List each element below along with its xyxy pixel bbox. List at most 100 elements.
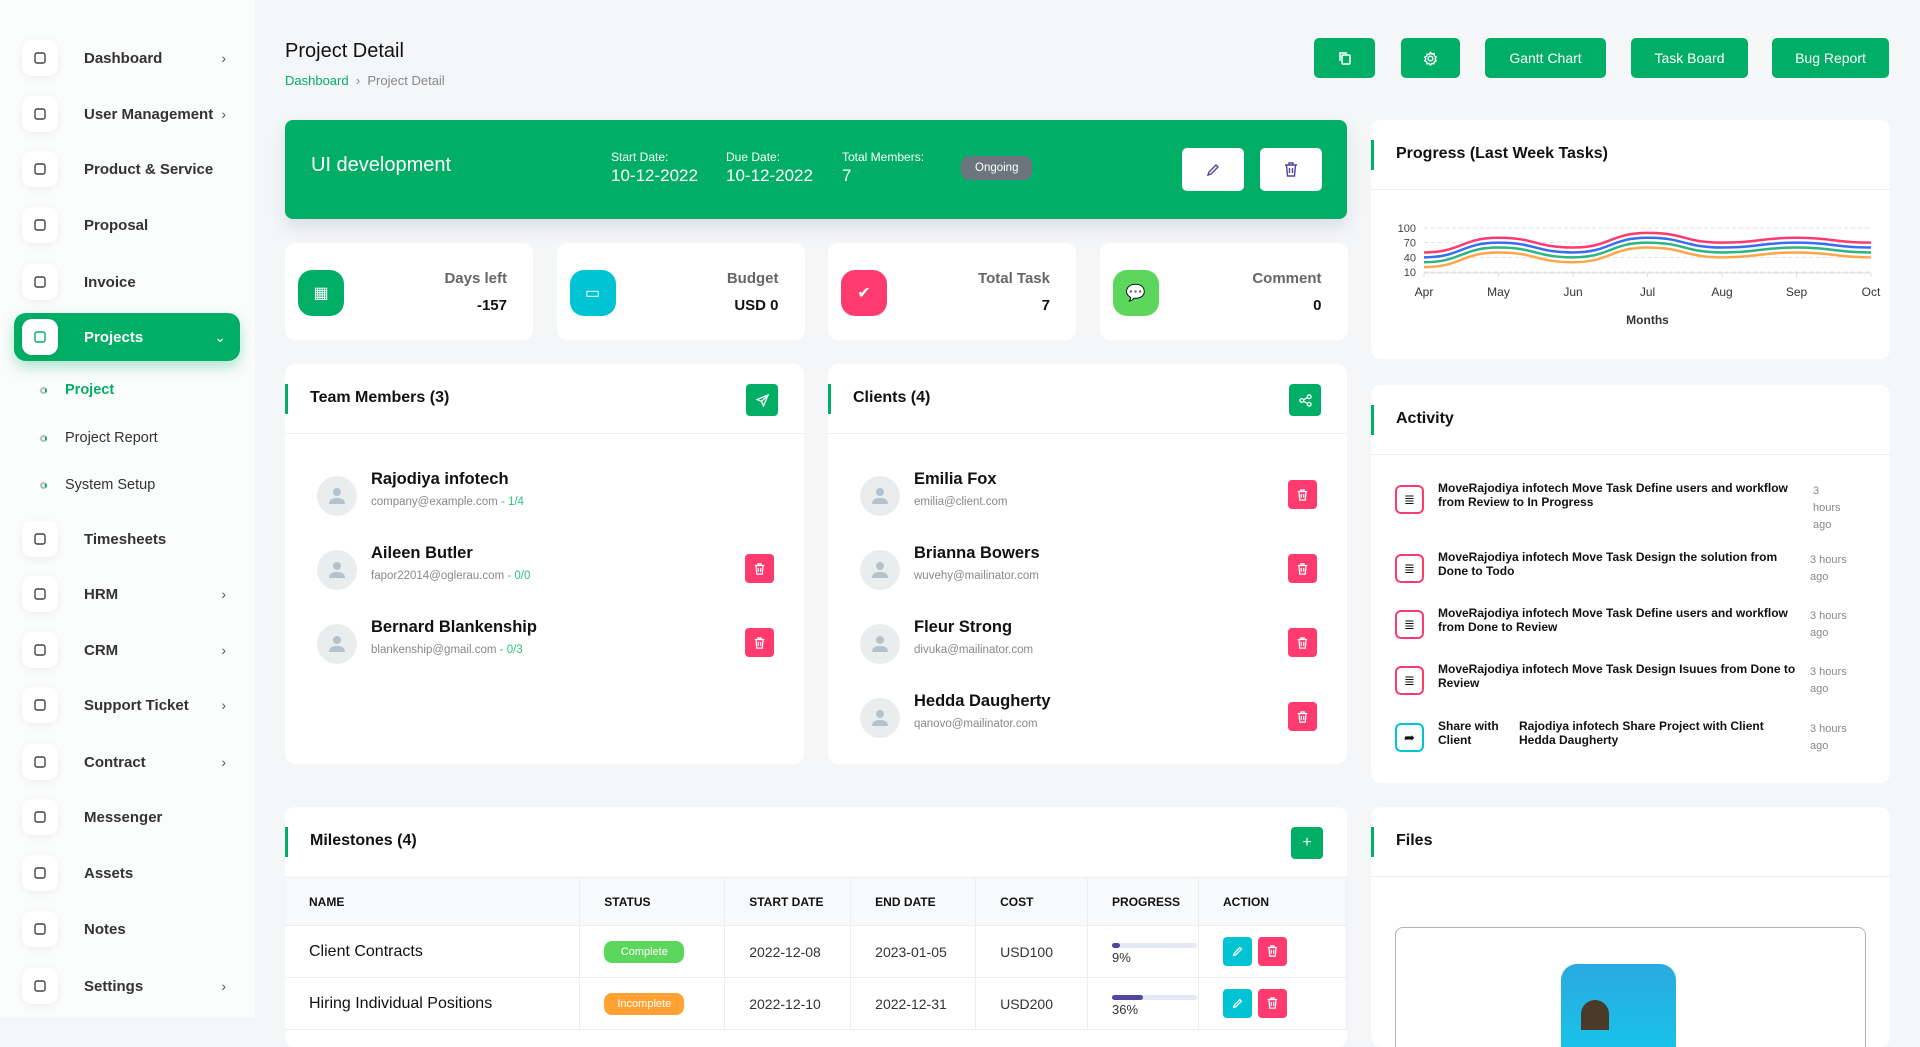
due-date: 10-12-2022 xyxy=(726,166,813,185)
list-icon: ≣ xyxy=(1395,554,1424,583)
sidebar-item-hrm[interactable]: HRM › xyxy=(14,570,240,618)
client-item: Emilia Fox emilia@client.com xyxy=(860,470,1320,520)
check-icon: ✔ xyxy=(841,270,887,316)
client-email: wuvehy@mailinator.com xyxy=(914,570,1039,582)
file-preview[interactable] xyxy=(1395,927,1866,1047)
activity-text: Rajodiya infotech Share Project with Cli… xyxy=(1519,719,1764,747)
chevron-right-icon: › xyxy=(221,106,226,122)
milestone-name: Client Contracts xyxy=(285,925,581,978)
page-title: Project Detail xyxy=(285,40,404,62)
copy-icon xyxy=(1338,52,1351,65)
add-milestone-button[interactable]: + xyxy=(1291,827,1323,859)
sidebar-item-label: Timesheets xyxy=(84,530,167,548)
remove-member-button[interactable] xyxy=(745,628,774,657)
pencil-icon xyxy=(1232,946,1243,957)
sidebar-item-label: Support Ticket xyxy=(84,696,189,714)
settings-button[interactable] xyxy=(1401,38,1460,78)
task-board-button[interactable]: Task Board xyxy=(1631,38,1748,78)
edit-milestone-button[interactable] xyxy=(1223,989,1253,1019)
sidebar-item-support-ticket[interactable]: Support Ticket › xyxy=(14,681,240,729)
message-icon xyxy=(22,799,58,835)
trash-icon xyxy=(754,562,765,575)
sidebar-item-user-management[interactable]: User Management › xyxy=(14,90,240,138)
stat-label: Total Task xyxy=(978,270,1050,287)
home-icon xyxy=(22,40,58,76)
sidebar-item-crm[interactable]: CRM › xyxy=(14,626,240,674)
delete-project-button[interactable] xyxy=(1260,148,1322,191)
end-date: 2023-01-05 xyxy=(850,925,977,978)
sidebar-item-projects[interactable]: Projects ⌄ xyxy=(14,313,240,361)
member-task-count: - 1/4 xyxy=(500,496,524,508)
file-thumbnail-image xyxy=(1561,964,1676,1047)
status-badge: Incomplete xyxy=(604,992,685,1015)
copy-button[interactable] xyxy=(1314,38,1375,78)
stat-card-comment: 💬 Comment 0 xyxy=(1099,243,1348,340)
remove-client-button[interactable] xyxy=(1288,554,1317,583)
end-date: 2022-12-31 xyxy=(850,977,977,1030)
edit-project-button[interactable] xyxy=(1182,148,1244,191)
start-date: 2022-12-10 xyxy=(724,977,852,1030)
share-client-button[interactable] xyxy=(1289,384,1321,416)
avatar-placeholder-icon xyxy=(329,636,345,652)
avatar xyxy=(317,550,357,590)
client-name: Emilia Fox xyxy=(914,470,997,488)
plus-icon: + xyxy=(1302,834,1312,851)
headset-icon xyxy=(22,687,58,723)
progress-label: 9% xyxy=(1112,949,1131,965)
share-icon xyxy=(1298,393,1312,407)
sidebar-item-messenger[interactable]: Messenger xyxy=(14,793,240,841)
activity-time: 3 hours ago xyxy=(1810,554,1847,583)
users-icon xyxy=(22,96,58,132)
sidebar-item-settings[interactable]: Settings › xyxy=(14,962,240,1010)
avatar xyxy=(317,476,357,516)
member-task-count: - 0/3 xyxy=(499,644,523,656)
activity-text: MoveRajodiya infotech Move Task Define u… xyxy=(1438,481,1788,509)
y-tick-label: 10 xyxy=(1404,267,1416,279)
trash-icon xyxy=(1267,997,1278,1009)
sidebar-subitem-project[interactable]: Project xyxy=(40,382,114,398)
member-name: Bernard Blankenship xyxy=(371,618,537,636)
cost: USD200 xyxy=(975,977,1089,1030)
bug-report-button[interactable]: Bug Report xyxy=(1772,38,1889,78)
remove-client-button[interactable] xyxy=(1288,480,1317,509)
clients-card: Clients (4) Emilia Fox emilia@client.com B… xyxy=(828,364,1347,764)
edit-milestone-button[interactable] xyxy=(1223,937,1253,967)
gantt-chart-button[interactable]: Gantt Chart xyxy=(1485,38,1606,78)
stat-card-total-task: ✔ Total Task 7 xyxy=(828,243,1076,340)
client-email: divuka@mailinator.com xyxy=(914,644,1034,656)
delete-milestone-button[interactable] xyxy=(1258,936,1288,966)
progress-chart: 10 40 70 100 Apr May Jun Jul Aug Sep Oct Months xyxy=(1398,223,1881,327)
sidebar-item-product-service[interactable]: Product & Service xyxy=(14,145,240,193)
sidebar-item-contract[interactable]: Contract › xyxy=(14,738,240,786)
trash-icon xyxy=(754,636,765,649)
sidebar-item-timesheets[interactable]: Timesheets xyxy=(14,515,240,563)
files-title: Files xyxy=(1396,832,1433,849)
sidebar-item-label: Dashboard xyxy=(84,49,163,67)
avatar xyxy=(317,624,357,664)
member-email: fapor22014@oglerau.com xyxy=(371,570,505,582)
sidebar-item-assets[interactable]: Assets xyxy=(14,849,240,897)
trash-icon xyxy=(1297,488,1308,501)
sidebar-item-proposal[interactable]: Proposal xyxy=(14,201,240,249)
list-icon: ≣ xyxy=(1395,610,1424,639)
sidebar-item-notes[interactable]: Notes xyxy=(14,905,240,953)
breadcrumb-dashboard[interactable]: Dashboard xyxy=(285,73,349,88)
remove-client-button[interactable] xyxy=(1288,702,1317,731)
trash-icon xyxy=(1267,945,1278,957)
client-name: Brianna Bowers xyxy=(914,544,1040,562)
sidebar-item-invoice[interactable]: Invoice xyxy=(14,258,240,306)
sidebar-item-dashboard[interactable]: Dashboard › xyxy=(14,34,240,82)
milestones-title: Milestones (4) xyxy=(310,832,417,849)
status-badge: Ongoing xyxy=(961,156,1033,180)
invite-member-button[interactable] xyxy=(746,384,778,416)
remove-client-button[interactable] xyxy=(1288,628,1317,657)
sidebar-item-label: Assets xyxy=(84,864,134,882)
remove-member-button[interactable] xyxy=(745,554,774,583)
sidebar-subitem-project-report[interactable]: Project Report xyxy=(40,430,158,446)
progress-bar xyxy=(1112,942,1198,948)
activity-time: 3 hours ago xyxy=(1810,666,1847,695)
sidebar-subitem-system-setup[interactable]: System Setup xyxy=(40,477,155,493)
x-tick-label: Jul xyxy=(1640,285,1655,299)
delete-milestone-button[interactable] xyxy=(1258,988,1288,1018)
activity-text: MoveRajodiya infotech Move Task Design t… xyxy=(1438,550,1778,578)
